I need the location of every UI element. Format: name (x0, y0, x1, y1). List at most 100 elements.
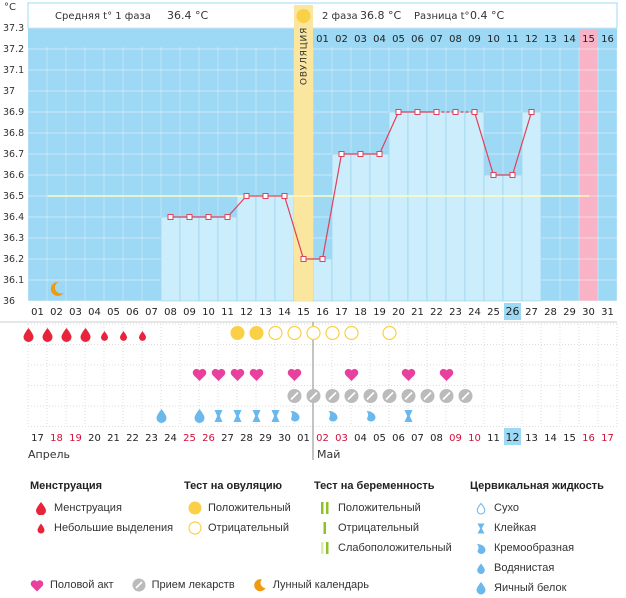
calendar-date-label: 27 (221, 433, 234, 444)
legend-row-ovulation-neg: Отрицательный (184, 518, 291, 538)
cycle-day-label: 09 (183, 307, 196, 318)
y-unit-label: °C (4, 2, 16, 13)
ovulation-label: ОВУЛЯЦИЯ (300, 27, 310, 85)
legend-cervical-fluid: Цервикальная жидкость Сухо Клейкая Кремо… (470, 480, 604, 598)
small-blood-drop-icon (30, 522, 52, 534)
legend-row-cervical-dry: Сухо (470, 498, 604, 518)
legend-label: Лунный календарь (272, 579, 369, 591)
legend-label: Прием лекарств (151, 579, 235, 591)
phase2-value: 36.8 °C (360, 9, 401, 22)
calendar-date-label: 14 (544, 433, 557, 444)
legend-bottom-row: Половой акт Прием лекарств Лунный календ… (30, 578, 387, 592)
temperature-line-segment (227, 195, 247, 218)
calendar-date-label: 19 (69, 433, 82, 444)
legend-ovulation-title: Тест на овуляцию (184, 480, 283, 492)
top-day-label: 09 (468, 34, 481, 45)
temperature-bar (179, 216, 200, 302)
today-highlight (504, 428, 521, 445)
temperature-bar (388, 111, 409, 302)
legend-label: Менструация (54, 502, 122, 514)
cycle-day-label: 07 (145, 307, 158, 318)
cycle-day-label: 27 (525, 307, 538, 318)
legend-lunar: Лунный календарь (253, 578, 369, 592)
cycle-day-label: 16 (316, 307, 329, 318)
creamy-icon (366, 411, 376, 422)
y-tick-label: 37.1 (3, 65, 24, 76)
phase2-label: 2 фаза (322, 11, 358, 22)
top-day-cell (522, 30, 541, 47)
calendar-date-label: 09 (449, 433, 462, 444)
moon-icon (253, 579, 266, 592)
calendar-date-label: 06 (392, 433, 405, 444)
cycle-day-label: 12 (240, 307, 253, 318)
temperature-bar (426, 111, 447, 302)
temperature-point (338, 151, 345, 157)
pregnancy-positive-icon (314, 501, 336, 515)
ovulation-negative-icon (325, 325, 340, 341)
y-tick-label: 36 (3, 296, 15, 307)
y-tick-label: 36.5 (3, 191, 24, 202)
calendar-date-label: 04 (354, 433, 367, 444)
y-tick-label: 36.2 (3, 254, 24, 265)
legend-label: Положительный (208, 502, 291, 514)
temperature-point (300, 256, 307, 262)
top-day-cell (427, 30, 446, 47)
top-day-cell (313, 30, 332, 47)
heart-icon (401, 368, 416, 381)
cycle-day-label: 06 (126, 307, 139, 318)
creamy-icon (328, 411, 338, 422)
calendar-date-label: 12 (506, 431, 520, 444)
temperature-bar (350, 153, 371, 302)
calendar-date-label: 05 (373, 433, 386, 444)
top-day-cell (503, 30, 522, 47)
cycle-day-label: 19 (373, 307, 386, 318)
pill-icon-stripe (442, 391, 451, 401)
pill-icon-stripe (366, 391, 375, 401)
top-day-cell (484, 30, 503, 47)
calendar-date-label: 01 (297, 433, 310, 444)
sticky-icon (233, 410, 242, 422)
legend-label: Половой акт (50, 579, 114, 591)
top-day-label: 03 (354, 34, 367, 45)
pill-icon-stripe (290, 391, 299, 401)
heart-icon (439, 368, 454, 381)
legend-label: Отрицательный (338, 522, 419, 534)
cycle-day-label: 08 (164, 307, 177, 318)
cycle-day-label: 01 (31, 307, 44, 318)
top-day-cell (541, 30, 560, 47)
cycle-day-label: 13 (259, 307, 272, 318)
legend-pregnancy-title: Тест на беременность (314, 480, 435, 492)
y-tick-label: 37.3 (3, 23, 24, 34)
small-blood-drop-icon (101, 331, 108, 341)
temperature-bar (217, 216, 238, 302)
cycle-day-label: 15 (297, 307, 310, 318)
phase1-label: Средняя t° 1 фаза (55, 11, 151, 22)
cycle-day-label: 04 (88, 307, 101, 318)
small-blood-drop-icon (139, 331, 146, 341)
sticky-icon (214, 410, 223, 422)
pregnancy-weak-icon (314, 541, 336, 555)
cycle-day-label: 24 (468, 307, 481, 318)
legend-row-pregnancy-weak: Слабоположительный (314, 538, 452, 558)
cycle-day-label: 22 (430, 307, 443, 318)
legend-label: Сухо (494, 502, 519, 514)
legend-label: Отрицательный (208, 522, 289, 534)
top-day-label: 11 (506, 34, 519, 45)
legend-label: Небольшие выделения (54, 522, 174, 534)
cycle-day-label: 26 (506, 305, 520, 318)
legend-row-cervical-eggwhite: Яичный белок (470, 578, 604, 598)
ovulation-negative-icon (344, 325, 359, 341)
top-day-cell (332, 30, 351, 47)
temperature-point (243, 193, 250, 199)
y-tick-label: 36.6 (3, 170, 24, 181)
y-tick-label: 36.4 (3, 212, 24, 223)
legend-row-pregnancy-pos: Положительный (314, 498, 452, 518)
legend-menstruation: Менструация Менструация Небольшие выделе… (30, 480, 173, 538)
temperature-line-segment (321, 153, 343, 260)
temperature-bar (483, 174, 504, 302)
heart-icon (287, 368, 302, 381)
cycle-day-label: 02 (50, 307, 63, 318)
calendar-date-label: 13 (525, 433, 538, 444)
heart-icon (211, 368, 226, 381)
temperature-bar (502, 174, 523, 302)
